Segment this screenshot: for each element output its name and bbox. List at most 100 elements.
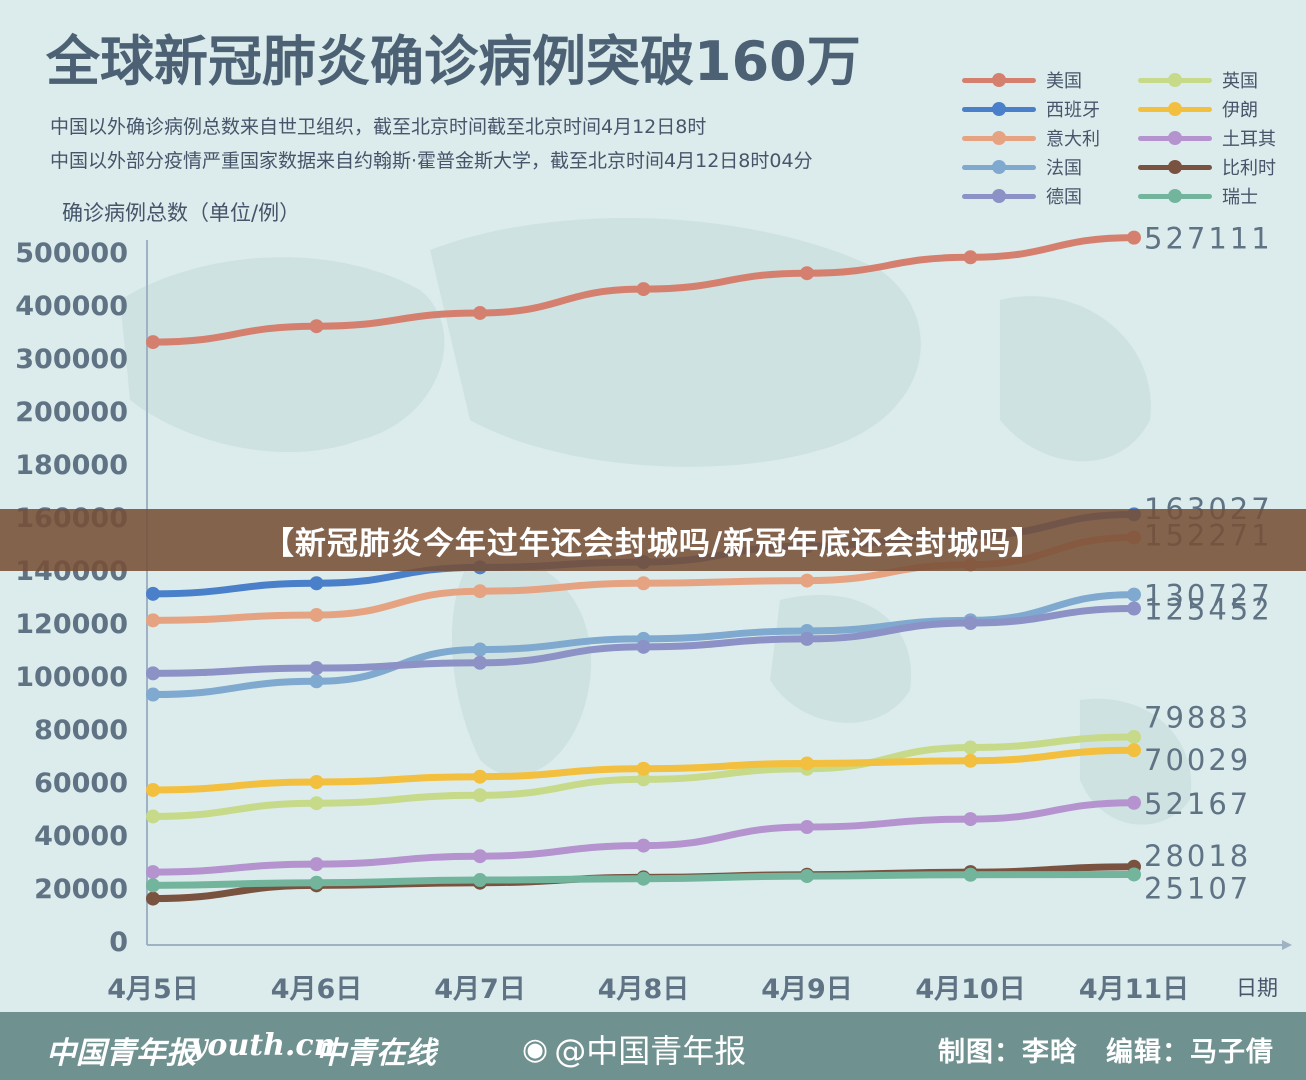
logo-youth: youth.cn xyxy=(190,1028,336,1063)
data-point xyxy=(1127,743,1141,758)
data-point xyxy=(963,812,978,827)
legend-swatch xyxy=(1134,184,1216,208)
legend-item: 瑞士 xyxy=(1134,184,1294,208)
y-tick-label: 80000 xyxy=(34,715,128,746)
data-point xyxy=(146,809,160,824)
data-point xyxy=(146,586,160,601)
legend-label: 伊朗 xyxy=(1222,100,1258,121)
end-label: 25107 xyxy=(1144,871,1251,905)
data-point xyxy=(146,865,160,880)
data-point xyxy=(309,857,324,872)
series-德国 xyxy=(146,601,1141,681)
x-tick-label: 4月7日 xyxy=(434,974,526,1005)
end-label: 28018 xyxy=(1144,839,1251,873)
y-tick-label: 120000 xyxy=(15,609,128,640)
data-point xyxy=(146,335,160,350)
x-axis-label: 日期 xyxy=(1236,976,1278,1000)
legend-item: 意大利 xyxy=(958,126,1134,150)
y-tick-label: 300000 xyxy=(15,344,128,375)
data-point xyxy=(309,875,324,890)
y-tick-label: 40000 xyxy=(34,821,128,852)
data-point xyxy=(800,820,814,835)
legend-swatch xyxy=(958,155,1040,179)
data-point xyxy=(473,584,487,599)
data-point xyxy=(963,616,978,630)
logo-zgqnb: 中国青年报 xyxy=(46,1036,196,1071)
legend-label: 西班牙 xyxy=(1046,100,1100,121)
legend-swatch xyxy=(1134,68,1216,92)
data-point xyxy=(309,775,324,789)
chart-title: 全球新冠肺炎确诊病例突破160万 xyxy=(45,30,861,93)
series-瑞士 xyxy=(146,867,1141,893)
data-point xyxy=(1127,601,1141,616)
y-tick-labels: 0200004000060000800001000001200001400001… xyxy=(15,238,128,958)
legend: 美国 英国西班牙 伊朗意大利 土耳其法国 比利时德国 瑞士 xyxy=(958,68,1298,208)
data-point xyxy=(146,782,160,797)
legend-swatch xyxy=(958,68,1040,92)
data-point xyxy=(800,756,814,771)
x-tick-label: 4月5日 xyxy=(107,974,199,1005)
y-tick-label: 400000 xyxy=(15,291,128,322)
legend-item: 土耳其 xyxy=(1134,126,1294,150)
data-point xyxy=(800,573,814,588)
data-point xyxy=(800,266,814,281)
weibo-handle: @中国青年报 xyxy=(554,1032,747,1070)
x-tick-label: 4月11日 xyxy=(1079,974,1189,1005)
data-point xyxy=(309,576,324,591)
legend-label: 英国 xyxy=(1222,71,1258,92)
data-point xyxy=(636,576,651,591)
y-tick-label: 100000 xyxy=(15,662,128,693)
x-tick-labels: 4月5日 4月6日 4月7日 4月8日 4月9日 4月10日 4月11日 xyxy=(107,974,1189,1005)
legend-item: 西班牙 xyxy=(958,97,1134,121)
data-point xyxy=(800,631,814,646)
legend-label: 土耳其 xyxy=(1222,129,1276,150)
end-label: 527111 xyxy=(1144,222,1273,256)
series-line xyxy=(149,799,1138,876)
legend-label: 德国 xyxy=(1046,187,1082,208)
data-point xyxy=(309,661,324,676)
y-tick-label: 20000 xyxy=(34,874,128,905)
data-point xyxy=(1127,587,1141,602)
legend-item: 德国 xyxy=(958,184,1134,208)
y-tick-label: 60000 xyxy=(34,768,128,799)
legend-item: 比利时 xyxy=(1134,155,1294,179)
data-point xyxy=(1127,795,1141,810)
legend-swatch xyxy=(1134,97,1216,121)
legend-swatch xyxy=(1134,126,1216,150)
data-point xyxy=(963,740,978,755)
legend-item: 美国 xyxy=(958,68,1134,92)
data-point xyxy=(636,772,651,787)
end-label: 125452 xyxy=(1144,593,1273,627)
data-point xyxy=(473,849,487,864)
legend-swatch xyxy=(958,126,1040,150)
legend-label: 美国 xyxy=(1046,71,1082,92)
series-土耳其 xyxy=(146,795,1141,880)
x-axis-arrow xyxy=(1282,940,1292,950)
series-英国 xyxy=(146,729,1141,824)
data-point xyxy=(636,761,651,776)
y-axis-label: 确诊病例总数（单位/例） xyxy=(62,201,300,225)
data-point xyxy=(146,666,160,681)
note-line-1: 中国以外确诊病例总数来自世卫组织，截至北京时间截至北京时间4月12日8时 xyxy=(50,116,706,138)
data-point xyxy=(1127,729,1141,744)
y-tick-label: 500000 xyxy=(15,238,128,269)
x-tick-label: 4月9日 xyxy=(761,974,853,1005)
data-point xyxy=(636,871,651,886)
end-label: 130727 xyxy=(1144,579,1273,613)
legend-item: 英国 xyxy=(1134,68,1294,92)
data-point xyxy=(963,867,978,882)
x-tick-label: 4月8日 xyxy=(598,974,690,1005)
legend-swatch xyxy=(958,184,1040,208)
footer: 中国青年报 youth.cn 中青在线 ◉ @中国青年报 制图：李晗 编辑：马子… xyxy=(0,1012,1306,1080)
legend-label: 法国 xyxy=(1046,158,1082,179)
end-label: 52167 xyxy=(1144,787,1251,821)
x-tick-label: 4月6日 xyxy=(271,974,363,1005)
legend-swatch xyxy=(1134,155,1216,179)
legend-item: 伊朗 xyxy=(1134,97,1294,121)
data-point xyxy=(309,796,324,811)
data-point xyxy=(146,891,160,906)
series-伊朗 xyxy=(146,743,1141,797)
weibo-account[interactable]: ◉ @中国青年报 xyxy=(522,1026,746,1072)
data-point xyxy=(1127,230,1141,245)
